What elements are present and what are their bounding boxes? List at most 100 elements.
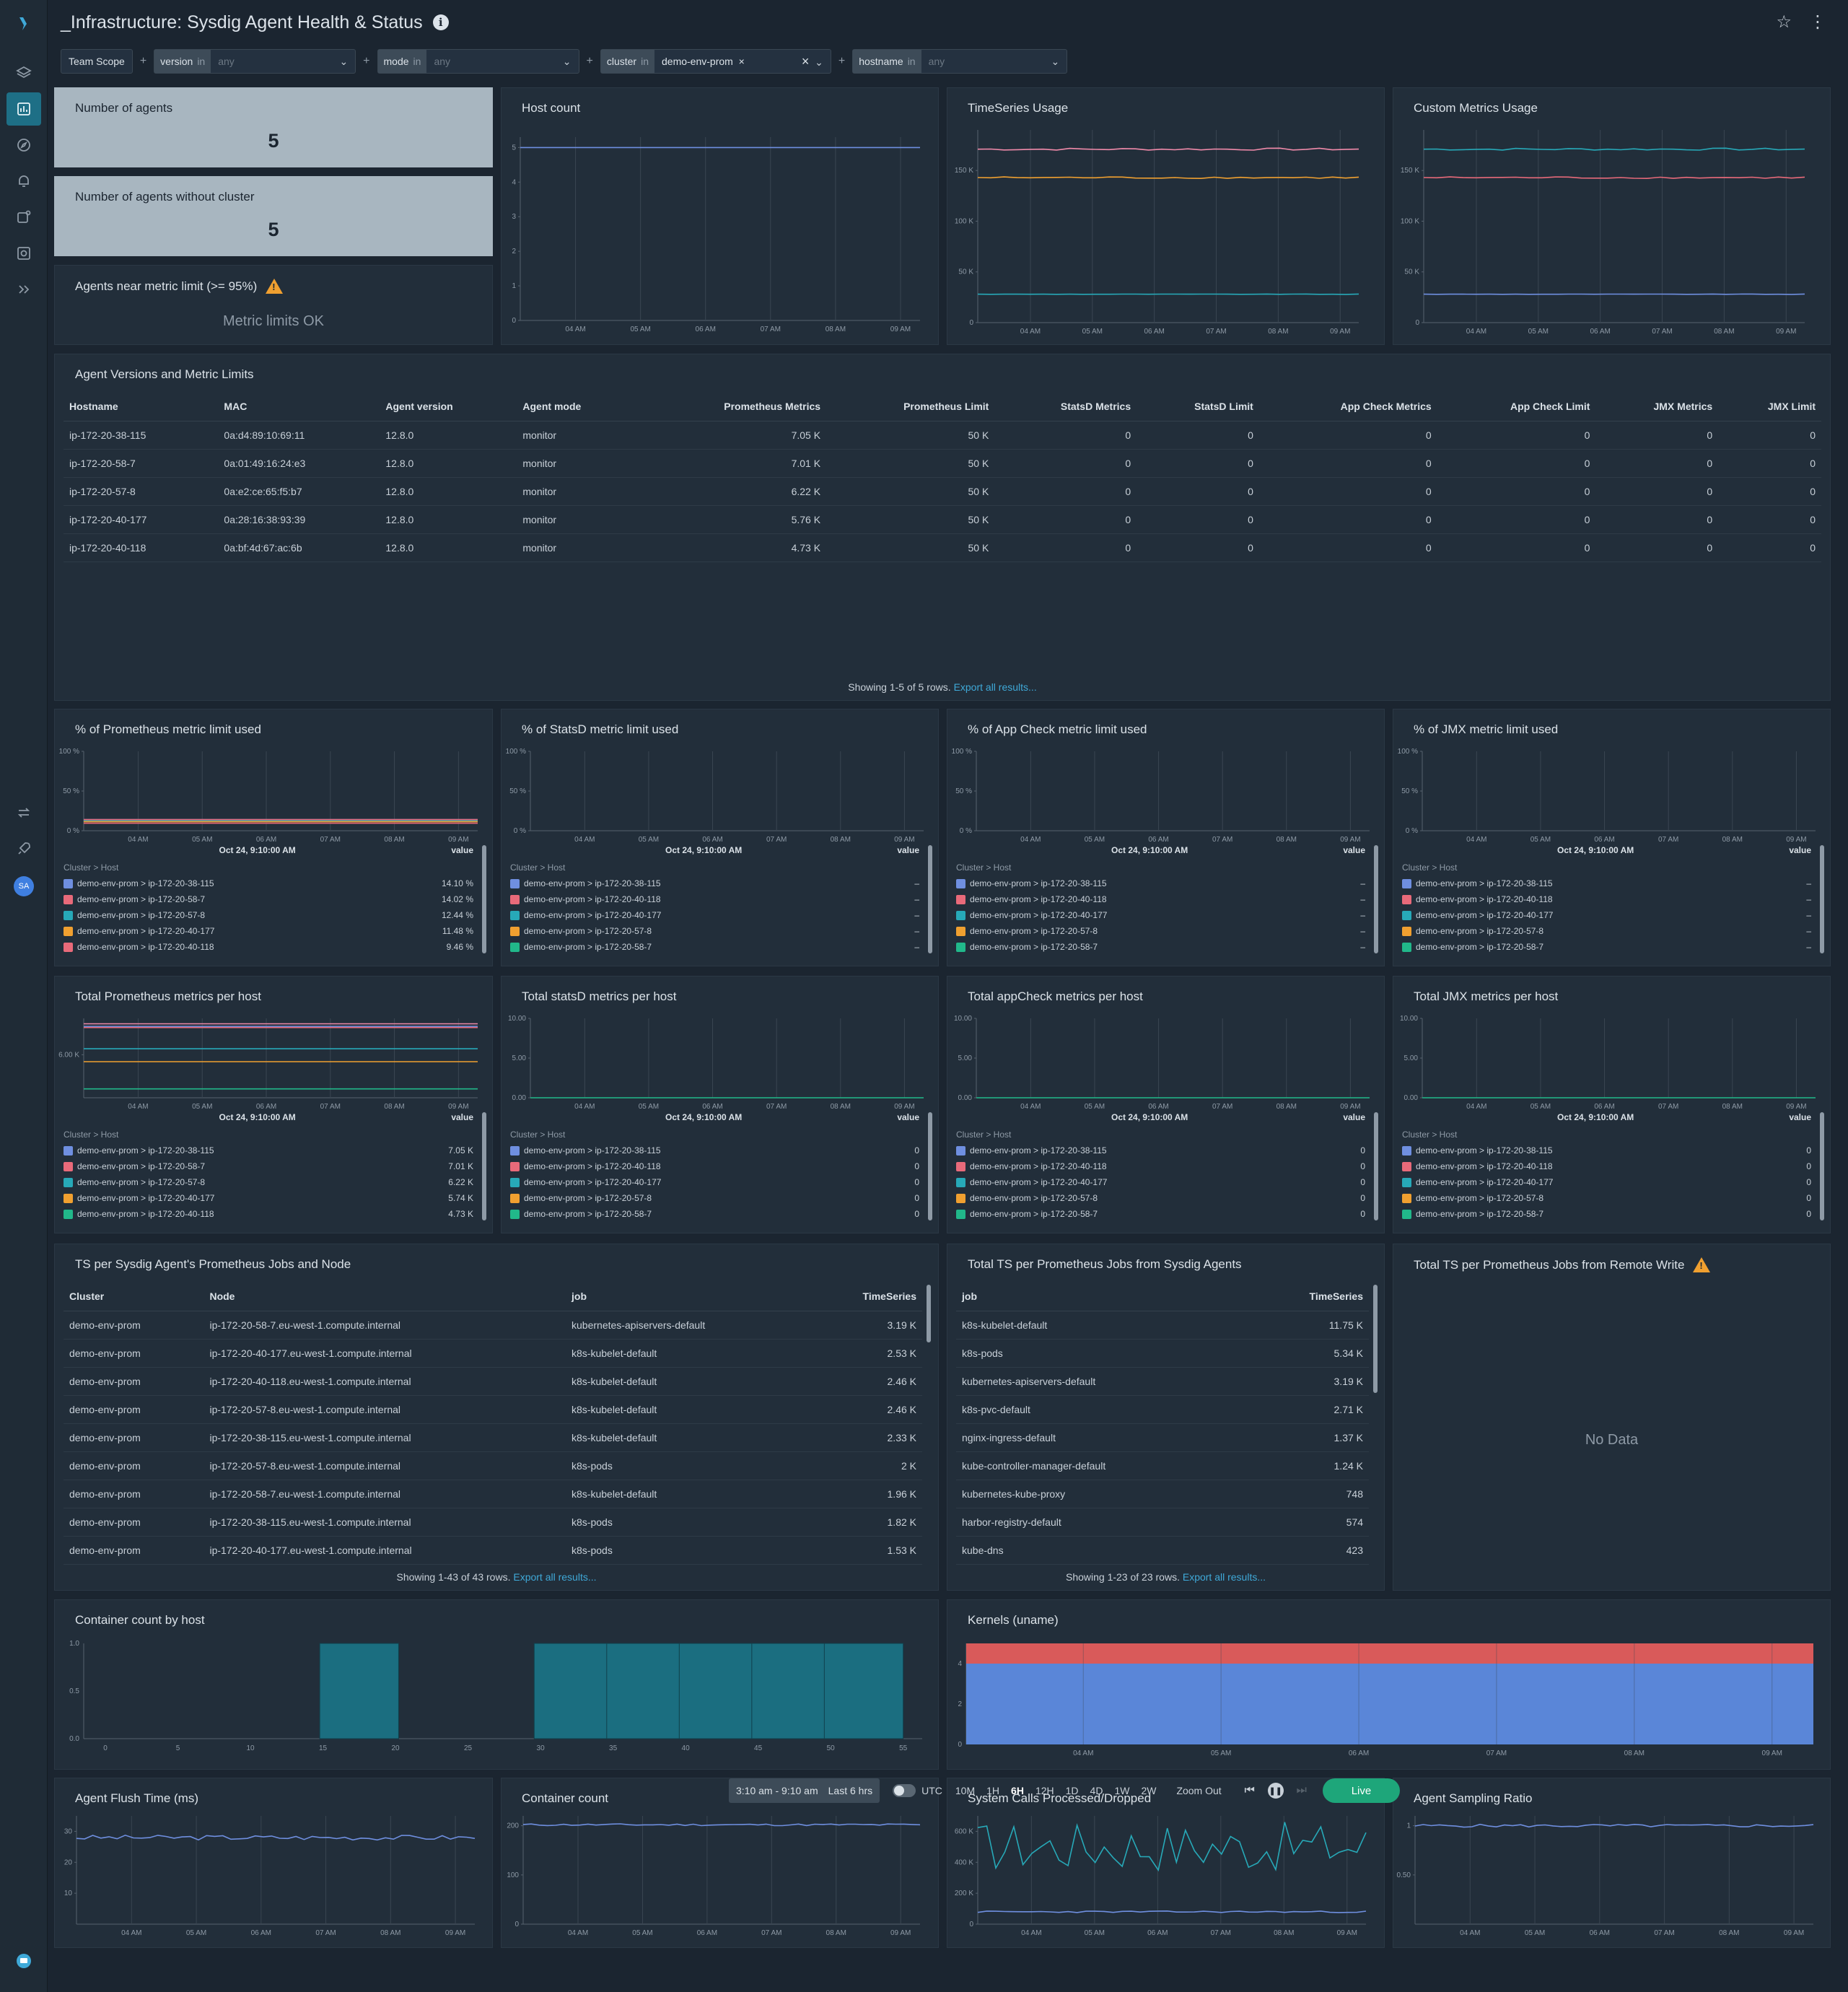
legend-row[interactable]: demo-env-prom > ip-172-20-38-115 0 [510,1143,919,1158]
pct-panel[interactable]: % of StatsD metric limit used 0 % 50 % 100 … [501,709,939,966]
legend-row[interactable]: demo-env-prom > ip-172-20-40-118 0 [1402,1158,1811,1174]
agents-without-cluster-panel[interactable]: Number of agents without cluster 5 [54,176,493,256]
legend-row[interactable]: demo-env-prom > ip-172-20-38-115 0 [956,1143,1365,1158]
legend-row[interactable]: demo-env-prom > ip-172-20-58-7 0 [510,1206,919,1222]
live-button[interactable]: Live [1322,1778,1401,1803]
export-link[interactable]: Export all results... [513,1571,597,1583]
total-panel[interactable]: Total appCheck metrics per host 0.00 5.00 1… [947,976,1385,1233]
table-row[interactable]: demo-env-prom ip-172-20-58-7.eu-west-1.co… [64,1311,922,1340]
dashboards-icon[interactable] [6,92,41,126]
legend-row[interactable]: demo-env-prom > ip-172-20-58-7 0 [956,1206,1365,1222]
pct-panel[interactable]: % of Prometheus metric limit used 0 % 50 %… [54,709,493,966]
legend-row[interactable]: demo-env-prom > ip-172-20-40-118 0 [510,1158,919,1174]
legend-row[interactable]: demo-env-prom > ip-172-20-58-7 – [956,939,1365,955]
legend-row[interactable]: demo-env-prom > ip-172-20-38-115 – [1402,875,1811,891]
table-row[interactable]: demo-env-prom ip-172-20-58-7.eu-west-1.co… [64,1480,922,1508]
column-header[interactable]: App Check Limit [1437,392,1596,421]
legend-row[interactable]: demo-env-prom > ip-172-20-38-115 14.10 % [64,875,473,891]
time-button-10m[interactable]: 10M [955,1785,976,1796]
legend-scrollbar[interactable] [928,1112,932,1220]
syscalls-panel[interactable]: System Calls Processed/Dropped 0 200 K 400… [947,1778,1385,1948]
filter-value[interactable]: any ⌄ [434,55,572,68]
table-row[interactable]: kube-dns 423 [956,1536,1369,1565]
time-button-2w[interactable]: 2W [1141,1785,1157,1796]
remote-write-panel[interactable]: Total TS per Prometheus Jobs from Remote… [1393,1244,1831,1591]
legend-row[interactable]: demo-env-prom > ip-172-20-40-118 – [1402,891,1811,907]
legend-scrollbar[interactable] [482,845,486,953]
legend-row[interactable]: demo-env-prom > ip-172-20-40-177 11.48 % [64,923,473,939]
total-panel[interactable]: Total Prometheus metrics per host 6.00 K 0… [54,976,493,1233]
legend-row[interactable]: demo-env-prom > ip-172-20-57-8 0 [510,1190,919,1206]
user-avatar[interactable]: SA [14,876,34,896]
column-header[interactable]: Hostname [64,392,219,421]
timeseries-usage-panel[interactable]: TimeSeries Usage 0 50 K 100 K 150 K 04 AM 05 … [947,87,1385,345]
pause-icon[interactable]: ❚❚ [1267,1783,1284,1799]
legend-row[interactable]: demo-env-prom > ip-172-20-40-177 – [956,907,1365,923]
remove-value-icon[interactable]: × [738,56,745,67]
column-header[interactable]: Node [203,1282,566,1311]
container-count-panel[interactable]: Container count 0 100 200 04 AM 05 AM 06 AM 07… [501,1778,939,1948]
column-header[interactable]: Cluster [64,1282,204,1311]
expand-chevrons-icon[interactable] [6,273,41,306]
time-button-1h[interactable]: 1H [986,1785,1000,1796]
time-button-6h[interactable]: 6H [1011,1785,1024,1796]
chevron-down-icon[interactable]: ⌄ [815,56,823,68]
column-header[interactable]: JMX Limit [1718,392,1821,421]
column-header[interactable]: Agent mode [517,392,639,421]
time-button-4d[interactable]: 4D [1090,1785,1103,1796]
table-row[interactable]: demo-env-prom ip-172-20-40-118.eu-west-1.… [64,1367,922,1396]
table-row[interactable]: ip-172-20-38-115 0a:d4:89:10:69:11 12.8.0 m… [64,421,1821,450]
table-row[interactable]: harbor-registry-default 574 [956,1508,1369,1537]
filter-value[interactable]: demo-env-prom × × ⌄ [662,53,823,69]
pct-panel[interactable]: % of JMX metric limit used 0 % 50 % 100 % 04… [1393,709,1831,966]
legend-row[interactable]: demo-env-prom > ip-172-20-40-177 0 [956,1174,1365,1190]
column-header[interactable]: JMX Metrics [1595,392,1719,421]
bar[interactable] [606,1643,686,1739]
warning-icon[interactable] [266,279,284,294]
filter-value[interactable]: any ⌄ [218,55,349,68]
column-header[interactable]: job [956,1282,1247,1311]
legend-row[interactable]: demo-env-prom > ip-172-20-40-177 – [510,907,919,923]
table-row[interactable]: demo-env-prom ip-172-20-57-8.eu-west-1.co… [64,1395,922,1424]
chevron-down-icon[interactable]: ⌄ [562,55,572,67]
legend-row[interactable]: demo-env-prom > ip-172-20-58-7 7.01 K [64,1158,473,1174]
favorite-star-icon[interactable]: ☆ [1776,12,1792,32]
legend-row[interactable]: demo-env-prom > ip-172-20-58-7 0 [1402,1206,1811,1222]
legend-row[interactable]: demo-env-prom > ip-172-20-38-115 – [956,875,1365,891]
total-panel[interactable]: Total JMX metrics per host 0.00 5.00 10.00 0… [1393,976,1831,1233]
column-header[interactable]: Prometheus Metrics [638,392,827,421]
version-filter[interactable]: version in any ⌄ [154,49,356,74]
legend-row[interactable]: demo-env-prom > ip-172-20-40-118 – [510,891,919,907]
advisor-compass-icon[interactable] [6,128,41,162]
bar[interactable] [319,1643,399,1739]
table-row[interactable]: k8s-pods 5.34 K [956,1339,1369,1368]
table-row[interactable]: kube-controller-manager-default 1.24 K [956,1451,1369,1480]
warning-icon[interactable] [1693,1257,1711,1272]
table-row[interactable]: k8s-kubelet-default 11.75 K [956,1311,1369,1340]
table-row[interactable]: demo-env-prom ip-172-20-38-115.eu-west-1.… [64,1423,922,1452]
agents-near-limit-panel[interactable]: Agents near metric limit (>= 95%) Metric… [54,265,493,345]
sampling-ratio-panel[interactable]: Agent Sampling Ratio 0.50 1 04 AM 05 AM 06 A… [1393,1778,1831,1948]
integrations-icon[interactable] [6,796,41,829]
table-row[interactable]: kubernetes-kube-proxy 748 [956,1480,1369,1508]
legend-row[interactable]: demo-env-prom > ip-172-20-40-177 5.74 K [64,1190,473,1206]
table-row[interactable]: ip-172-20-58-7 0a:01:49:16:24:e3 12.8.0 mon… [64,449,1821,478]
chat-support-icon[interactable] [6,1944,41,1978]
explore-layers-icon[interactable] [6,56,41,89]
column-header[interactable]: Prometheus Limit [826,392,995,421]
table-row[interactable]: demo-env-prom ip-172-20-40-177.eu-west-1.… [64,1339,922,1368]
bar[interactable] [751,1643,831,1739]
legend-row[interactable]: demo-env-prom > ip-172-20-38-115 0 [1402,1143,1811,1158]
legend-row[interactable]: demo-env-prom > ip-172-20-40-118 – [956,891,1365,907]
time-button-1w[interactable]: 1W [1114,1785,1130,1796]
hostname-filter[interactable]: hostname in any ⌄ [852,49,1068,74]
host-count-panel[interactable]: Host count 0 1 2 3 4 5 04 AM 05 AM 06 AM 07 AM 08 … [501,87,939,345]
skip-forward-icon[interactable]: ⏭ [1296,1784,1307,1796]
table-row[interactable]: ip-172-20-57-8 0a:e2:ce:65:f5:b7 12.8.0 mon… [64,477,1821,506]
legend-row[interactable]: demo-env-prom > ip-172-20-57-8 0 [1402,1190,1811,1206]
area-series[interactable] [966,1643,1813,1664]
legend-row[interactable]: demo-env-prom > ip-172-20-57-8 – [1402,923,1811,939]
legend-row[interactable]: demo-env-prom > ip-172-20-58-7 – [1402,939,1811,955]
legend-row[interactable]: demo-env-prom > ip-172-20-40-177 0 [1402,1174,1811,1190]
time-button-1d[interactable]: 1D [1065,1785,1079,1796]
